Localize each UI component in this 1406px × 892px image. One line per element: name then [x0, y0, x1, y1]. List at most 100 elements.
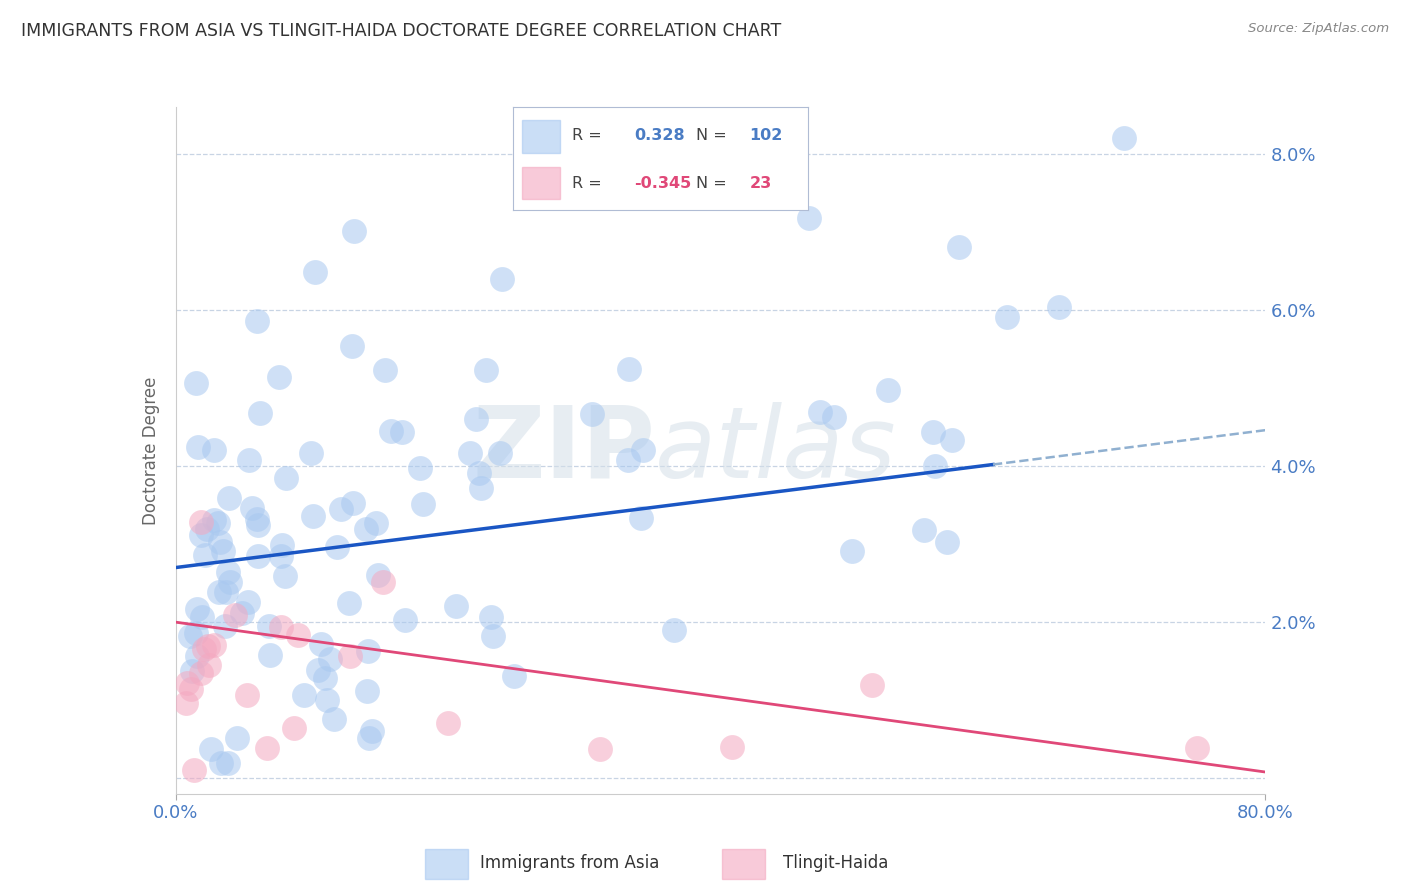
Point [936, 535, 959, 549]
Point [235, 688, 257, 702]
Point [329, 502, 352, 516]
Point [240, 500, 263, 515]
Point [231, 606, 253, 620]
Point [217, 756, 239, 770]
Point [190, 666, 212, 681]
Point [202, 513, 225, 527]
Point [342, 495, 364, 509]
Point [307, 663, 329, 677]
Point [617, 453, 640, 467]
Point [326, 540, 349, 554]
Point [360, 723, 382, 738]
Point [340, 338, 363, 352]
Point [217, 565, 239, 579]
Point [246, 314, 269, 328]
Point [662, 624, 685, 638]
Point [208, 535, 231, 549]
Point [1187, 741, 1209, 756]
FancyBboxPatch shape [721, 849, 765, 879]
Point [408, 461, 430, 475]
Point [195, 522, 218, 536]
Point [257, 619, 280, 633]
Point [176, 676, 198, 690]
Point [314, 671, 336, 685]
Point [214, 619, 236, 633]
Point [877, 383, 900, 397]
Point [246, 517, 269, 532]
Text: R =: R = [572, 128, 607, 144]
Point [367, 568, 389, 582]
Text: atlas: atlas [655, 402, 897, 499]
Point [357, 644, 380, 658]
Point [364, 516, 387, 530]
Point [184, 376, 207, 391]
Point [475, 363, 498, 377]
Point [581, 407, 603, 421]
Text: R =: R = [572, 177, 607, 192]
Point [464, 412, 486, 426]
Point [489, 446, 512, 460]
Point [316, 692, 339, 706]
Text: -0.345: -0.345 [634, 177, 692, 192]
Point [184, 626, 207, 640]
Point [371, 575, 394, 590]
Point [631, 442, 654, 457]
Point [630, 510, 652, 524]
Point [200, 742, 222, 756]
Point [1047, 300, 1070, 314]
Point [224, 608, 246, 623]
Point [271, 538, 294, 552]
Point [247, 549, 270, 564]
Point [343, 224, 366, 238]
Text: Immigrants from Asia: Immigrants from Asia [481, 854, 659, 872]
Point [323, 712, 346, 726]
Point [270, 620, 292, 634]
Point [276, 471, 298, 485]
Point [941, 433, 963, 447]
Point [921, 425, 943, 439]
Point [374, 363, 396, 377]
Point [259, 648, 281, 663]
Point [180, 681, 202, 696]
Point [215, 585, 238, 599]
Point [198, 658, 221, 673]
Point [225, 731, 247, 746]
Point [186, 649, 208, 664]
Point [218, 491, 240, 505]
Point [202, 443, 225, 458]
Y-axis label: Doctorate Degree: Doctorate Degree [142, 376, 160, 524]
Point [391, 425, 413, 439]
Point [841, 543, 863, 558]
Point [186, 602, 208, 616]
Text: N =: N = [696, 177, 733, 192]
Point [238, 452, 260, 467]
Point [179, 629, 201, 643]
Text: Source: ZipAtlas.com: Source: ZipAtlas.com [1249, 22, 1389, 36]
Point [339, 648, 361, 663]
Point [799, 211, 821, 226]
Point [354, 522, 377, 536]
Point [617, 361, 640, 376]
Point [359, 731, 381, 746]
Point [481, 629, 503, 643]
Point [187, 440, 209, 454]
Point [356, 684, 378, 698]
Text: 23: 23 [749, 177, 772, 192]
Text: 102: 102 [749, 128, 783, 144]
Point [246, 512, 269, 526]
Point [212, 544, 235, 558]
Point [236, 595, 259, 609]
Point [808, 404, 831, 418]
Point [458, 446, 481, 460]
Point [287, 628, 309, 642]
Point [269, 370, 291, 384]
Point [219, 575, 242, 590]
Point [502, 669, 524, 683]
Point [270, 549, 292, 564]
Point [302, 508, 325, 523]
Point [437, 715, 460, 730]
Point [319, 652, 342, 666]
Point [283, 721, 305, 735]
Point [912, 523, 935, 537]
Point [249, 406, 271, 420]
